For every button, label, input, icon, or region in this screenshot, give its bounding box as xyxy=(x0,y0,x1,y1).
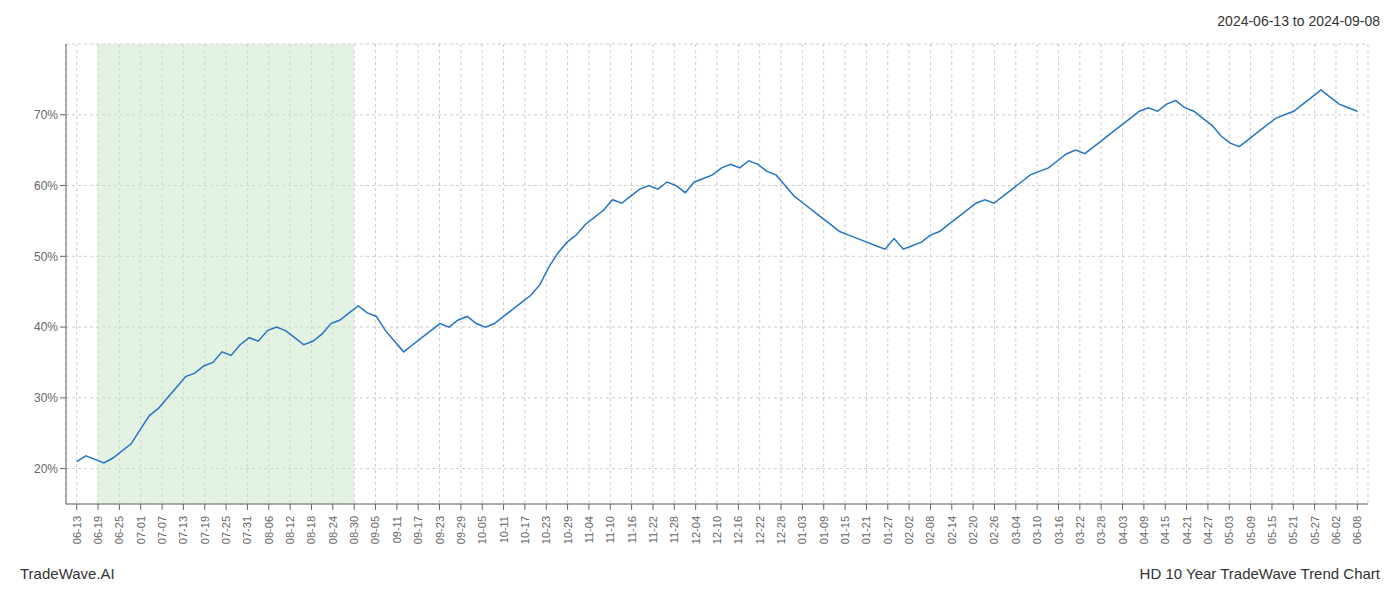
svg-text:07-19: 07-19 xyxy=(199,516,211,544)
svg-text:08-12: 08-12 xyxy=(284,516,296,544)
svg-text:10-05: 10-05 xyxy=(476,516,488,544)
svg-text:02-02: 02-02 xyxy=(903,516,915,544)
svg-text:06-08: 06-08 xyxy=(1351,516,1363,544)
svg-text:04-09: 04-09 xyxy=(1138,516,1150,544)
svg-text:09-05: 09-05 xyxy=(369,516,381,544)
svg-text:03-10: 03-10 xyxy=(1031,516,1043,544)
svg-text:02-26: 02-26 xyxy=(988,516,1000,544)
svg-text:07-31: 07-31 xyxy=(241,516,253,544)
html-text:2024-06-13 to 2024-09-08: 2024-06-13 to 2024-09-08 xyxy=(1217,13,1380,29)
svg-text:07-25: 07-25 xyxy=(220,516,232,544)
svg-text:50%: 50% xyxy=(34,250,58,264)
svg-text:02-20: 02-20 xyxy=(967,516,979,544)
html-text:HD 10 Year TradeWave Trend Cha: HD 10 Year TradeWave Trend Chart xyxy=(1139,564,1380,582)
html-text:TradeWave.AI: TradeWave.AI xyxy=(20,564,115,582)
svg-text:05-21: 05-21 xyxy=(1287,516,1299,544)
svg-text:10-11: 10-11 xyxy=(498,516,510,543)
svg-text:12-04: 12-04 xyxy=(690,516,702,544)
svg-text:06-13: 06-13 xyxy=(71,516,83,544)
svg-text:08-24: 08-24 xyxy=(327,516,339,544)
svg-text:03-22: 03-22 xyxy=(1074,516,1086,544)
svg-text:01-03: 01-03 xyxy=(796,516,808,544)
svg-text:05-03: 05-03 xyxy=(1223,516,1235,544)
svg-text:03-28: 03-28 xyxy=(1095,516,1107,544)
svg-text:12-16: 12-16 xyxy=(732,516,744,544)
svg-text:30%: 30% xyxy=(34,391,58,405)
svg-text:07-01: 07-01 xyxy=(135,516,147,544)
svg-text:09-29: 09-29 xyxy=(455,516,467,544)
svg-text:05-15: 05-15 xyxy=(1266,516,1278,544)
svg-text:01-09: 01-09 xyxy=(818,516,830,544)
svg-text:11-28: 11-28 xyxy=(668,516,680,543)
svg-text:10-23: 10-23 xyxy=(540,516,552,544)
svg-text:08-06: 08-06 xyxy=(263,516,275,544)
svg-text:01-27: 01-27 xyxy=(882,516,894,544)
svg-text:05-27: 05-27 xyxy=(1309,516,1321,544)
svg-text:02-08: 02-08 xyxy=(924,516,936,544)
svg-text:03-04: 03-04 xyxy=(1010,516,1022,544)
svg-text:70%: 70% xyxy=(34,108,58,122)
svg-text:12-22: 12-22 xyxy=(754,516,766,544)
svg-text:10-17: 10-17 xyxy=(519,516,531,544)
svg-text:06-19: 06-19 xyxy=(92,516,104,544)
svg-text:09-11: 09-11 xyxy=(391,516,403,543)
svg-text:07-13: 07-13 xyxy=(177,516,189,544)
svg-text:40%: 40% xyxy=(34,320,58,334)
svg-text:02-14: 02-14 xyxy=(946,516,958,544)
svg-text:10-29: 10-29 xyxy=(562,516,574,544)
svg-text:06-02: 06-02 xyxy=(1330,516,1342,544)
svg-text:01-15: 01-15 xyxy=(839,516,851,544)
svg-text:06-25: 06-25 xyxy=(113,516,125,544)
svg-text:60%: 60% xyxy=(34,179,58,193)
svg-text:04-27: 04-27 xyxy=(1202,516,1214,544)
svg-text:09-23: 09-23 xyxy=(434,516,446,544)
svg-text:08-30: 08-30 xyxy=(348,516,360,544)
svg-text:11-10: 11-10 xyxy=(604,516,616,543)
svg-text:05-09: 05-09 xyxy=(1245,516,1257,544)
svg-text:07-07: 07-07 xyxy=(156,516,168,544)
svg-text:11-22: 11-22 xyxy=(647,516,659,543)
svg-text:04-03: 04-03 xyxy=(1117,516,1129,544)
svg-text:11-16: 11-16 xyxy=(626,516,638,543)
svg-text:12-10: 12-10 xyxy=(711,516,723,544)
svg-text:01-21: 01-21 xyxy=(860,516,872,544)
svg-text:09-17: 09-17 xyxy=(412,516,424,544)
svg-text:20%: 20% xyxy=(34,462,58,476)
svg-text:12-28: 12-28 xyxy=(775,516,787,544)
svg-text:03-16: 03-16 xyxy=(1053,516,1065,544)
svg-text:08-18: 08-18 xyxy=(305,516,317,544)
svg-text:04-15: 04-15 xyxy=(1159,516,1171,544)
svg-text:11-04: 11-04 xyxy=(583,516,595,543)
svg-text:04-21: 04-21 xyxy=(1181,516,1193,544)
